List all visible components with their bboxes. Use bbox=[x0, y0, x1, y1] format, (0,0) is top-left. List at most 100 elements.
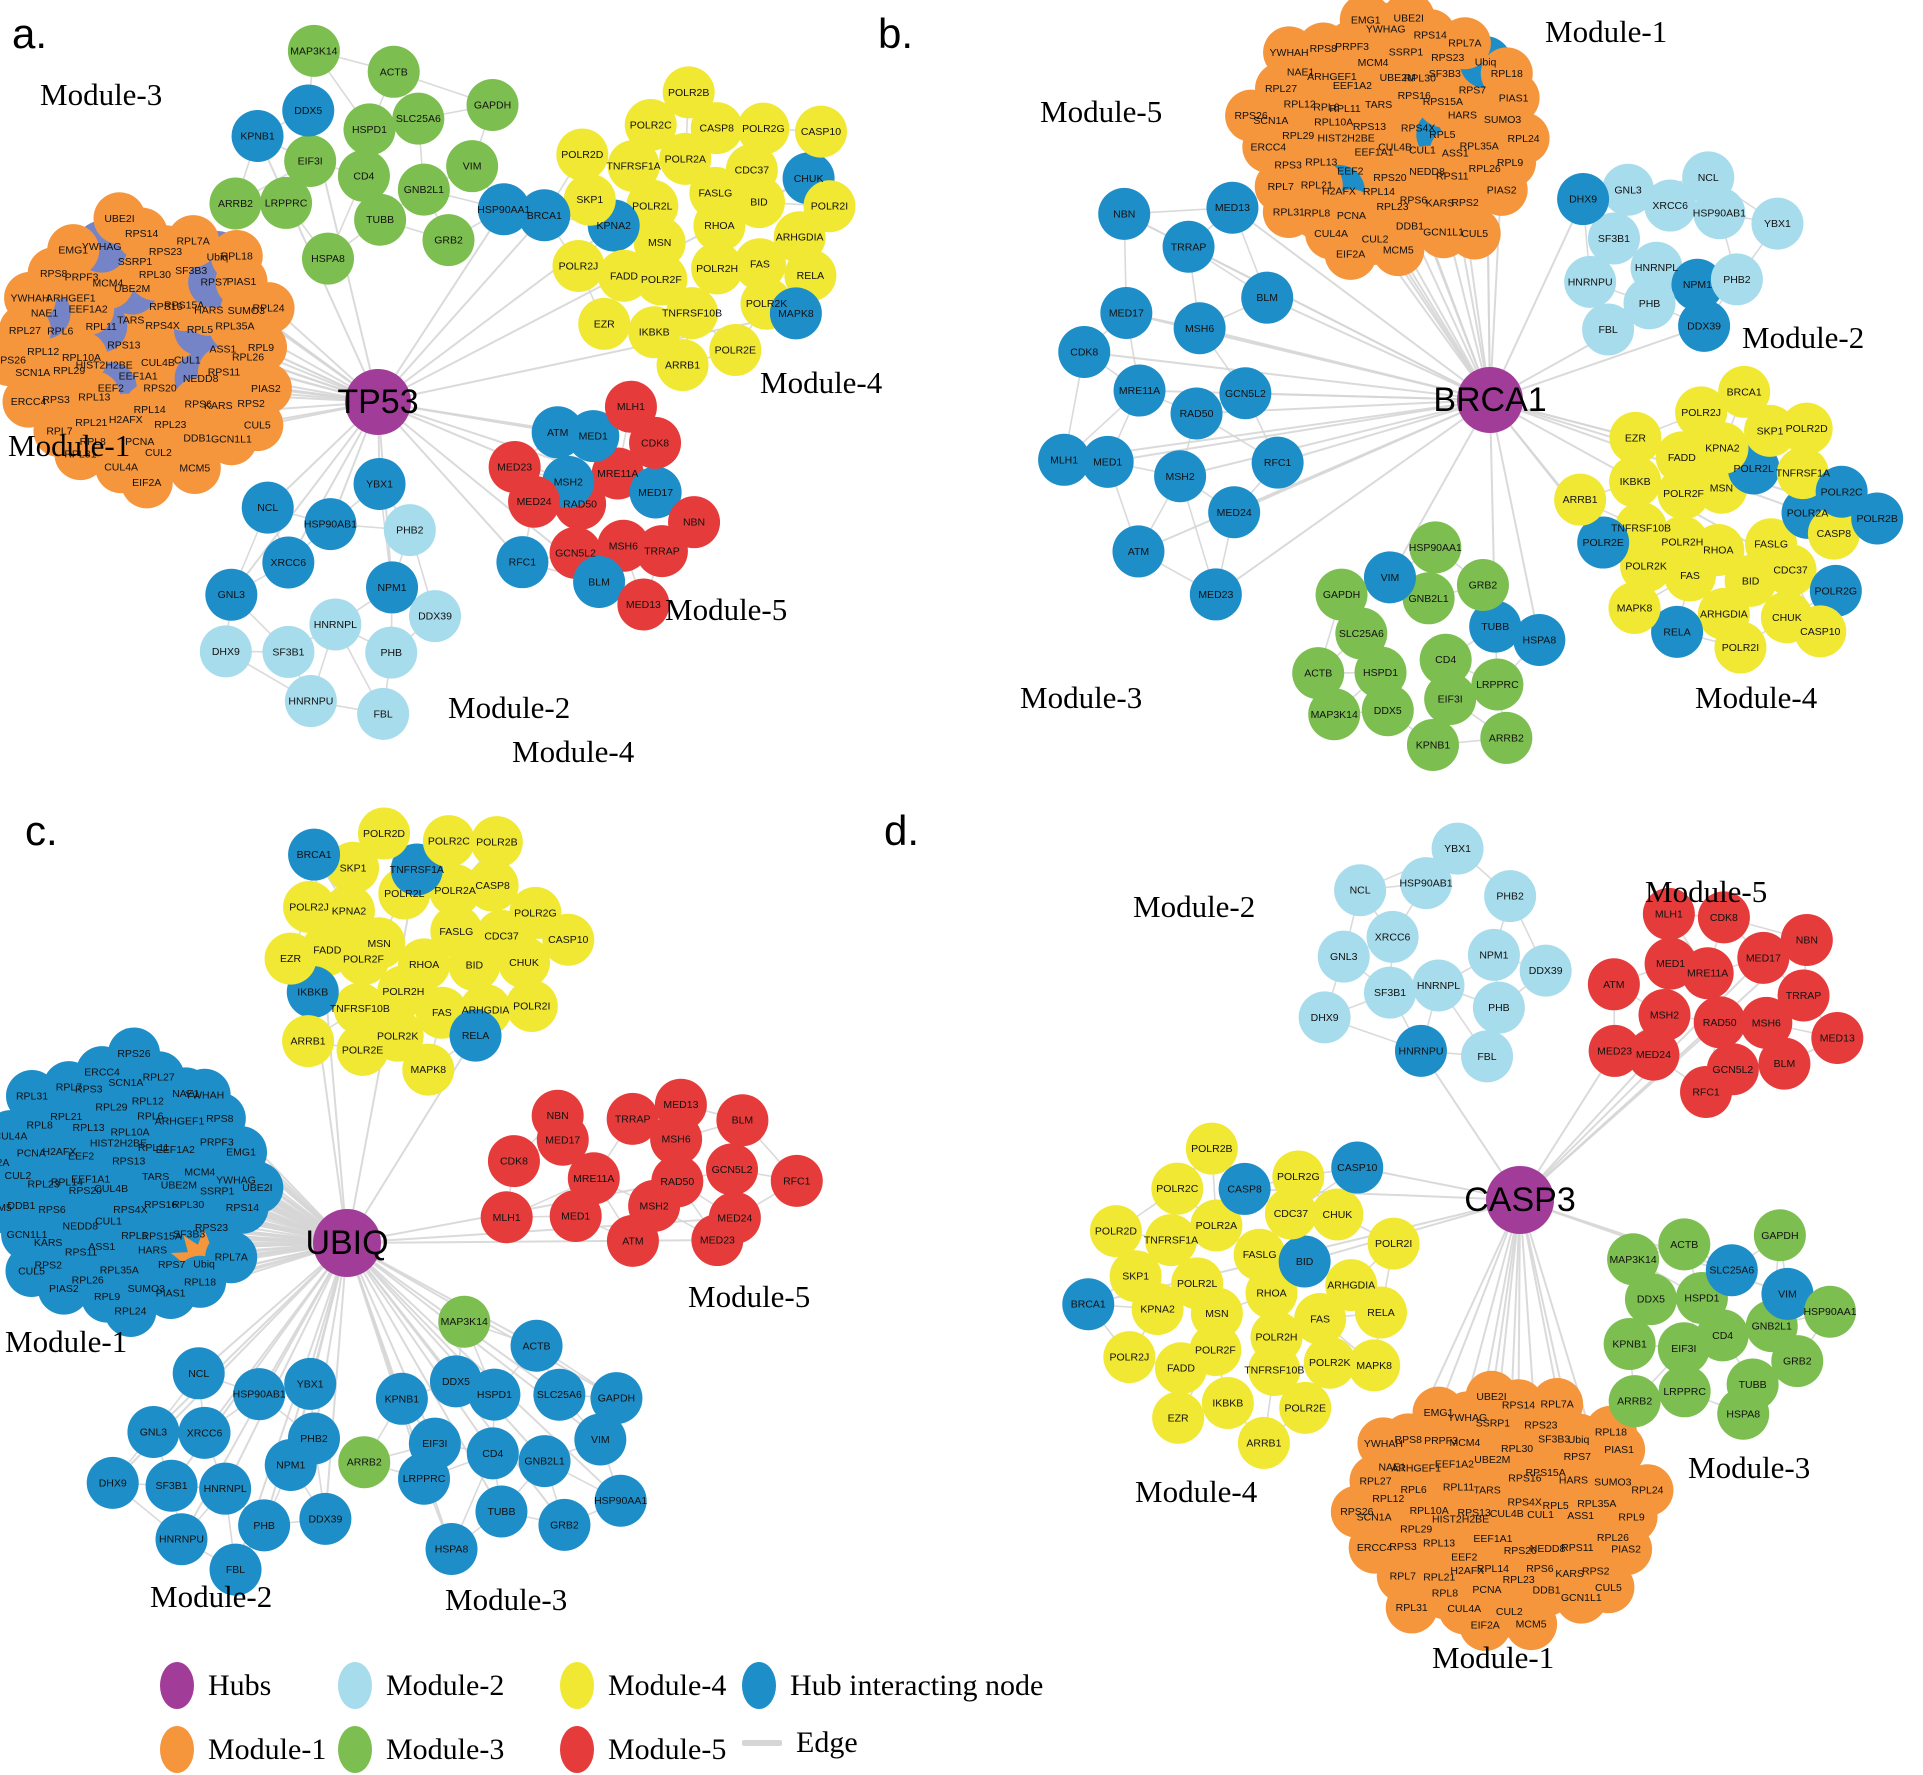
node-label: VIM bbox=[463, 161, 482, 173]
node-label: CDC37 bbox=[1274, 1208, 1309, 1220]
node-ACTB bbox=[1292, 647, 1345, 700]
node-BRCA1 bbox=[1062, 1278, 1115, 1331]
node-label: SUMO3 bbox=[128, 1283, 166, 1295]
node-label: YBX1 bbox=[1444, 843, 1471, 855]
node-SF3B1 bbox=[145, 1459, 198, 1512]
node-label: HNRNPL bbox=[314, 619, 357, 631]
node-label: RPS13 bbox=[112, 1156, 145, 1168]
node-label: EEF1A2 bbox=[1333, 80, 1372, 92]
hub-edge bbox=[152, 1242, 348, 1433]
node-label: POLR2B bbox=[1191, 1143, 1232, 1155]
node-label: RPL5 bbox=[1543, 1500, 1569, 1512]
node-label: MSH2 bbox=[640, 1200, 669, 1212]
node-label: GAPDH bbox=[1323, 589, 1360, 601]
node-DDX39 bbox=[299, 1492, 352, 1545]
node-BRCA1 bbox=[518, 189, 571, 242]
node-label: HSPA8 bbox=[311, 253, 345, 265]
node-POLR2J bbox=[283, 881, 336, 934]
node-label: CUL1 bbox=[1527, 1509, 1554, 1521]
node-HNRNPU bbox=[284, 675, 337, 728]
node-label: HNRNPU bbox=[159, 1534, 204, 1546]
nodes bbox=[0, 807, 823, 1596]
node-label: CUL4A bbox=[1314, 228, 1348, 240]
node-label: RHOA bbox=[1703, 544, 1733, 556]
node-label: HARS bbox=[194, 304, 223, 316]
node-label: RPL11 bbox=[86, 321, 117, 333]
node-label: XRCC6 bbox=[187, 1427, 223, 1439]
node-label: DDX5 bbox=[1374, 705, 1402, 717]
node-label: HARS bbox=[1559, 1474, 1588, 1486]
node-RELA bbox=[449, 1009, 502, 1062]
node-label: FBL bbox=[1477, 1051, 1496, 1063]
node-label: RPS14 bbox=[1414, 30, 1447, 42]
node-label: YWHAH bbox=[1364, 1438, 1403, 1450]
node-label: TRRAP bbox=[1171, 241, 1207, 253]
node-label: CHUK bbox=[509, 957, 539, 969]
node-PHB bbox=[1623, 277, 1676, 330]
node-label: POLR2A bbox=[434, 885, 475, 897]
node-CDC37 bbox=[725, 144, 778, 197]
legend-item-module3: Module-3 bbox=[338, 1726, 504, 1773]
node-label: SCN1A bbox=[15, 367, 50, 379]
node-label: PCNA bbox=[17, 1147, 46, 1159]
node-label: DDX39 bbox=[308, 1513, 342, 1525]
node-label: HNRNPL bbox=[1635, 262, 1678, 274]
node-label: NAE1 bbox=[1378, 1462, 1406, 1474]
node-label: POLR2H bbox=[382, 986, 424, 998]
node-NCL bbox=[241, 481, 294, 534]
module-label: Module-2 bbox=[1742, 320, 1864, 355]
node-label: HSP90AB1 bbox=[1399, 878, 1452, 890]
module-label: Module-1 bbox=[1432, 1640, 1554, 1675]
node-label: SF3B3 bbox=[1429, 68, 1461, 80]
hub-edge bbox=[1389, 399, 1491, 578]
node-label: MAP3K14 bbox=[290, 45, 337, 57]
node-label: ARHGEF1 bbox=[46, 292, 96, 304]
module-label: Module-4 bbox=[1695, 680, 1818, 715]
node-DDX5 bbox=[429, 1355, 482, 1408]
node-RAD50 bbox=[1693, 996, 1746, 1049]
node-label: GCN5L2 bbox=[1712, 1064, 1753, 1076]
node-label: POLR2D bbox=[561, 149, 603, 161]
node-label: RPS14 bbox=[125, 228, 158, 240]
node-label: FBL bbox=[1598, 324, 1617, 336]
node-label: CHUK bbox=[1323, 1209, 1353, 1221]
node-label: POLR2A bbox=[1196, 1220, 1237, 1232]
hub-node-BRCA1 bbox=[1457, 367, 1523, 433]
node-label: PIAS2 bbox=[1611, 1544, 1641, 1556]
node-HSPD1 bbox=[343, 103, 396, 156]
node-label: NAE1 bbox=[1287, 66, 1315, 78]
node-label: MED24 bbox=[717, 1212, 752, 1224]
node-HSPA8 bbox=[425, 1523, 478, 1576]
node-label: POLR2H bbox=[1255, 1332, 1297, 1344]
node-label: UBE2M bbox=[161, 1179, 197, 1191]
node-SLC25A6 bbox=[1705, 1244, 1758, 1297]
legend-item-hubs: Hubs bbox=[160, 1662, 271, 1709]
node-MED24 bbox=[1208, 486, 1261, 539]
legend-label: Edge bbox=[796, 1726, 858, 1759]
hub-label: UBIQ bbox=[305, 1224, 388, 1262]
node-label: MRE11A bbox=[1687, 968, 1728, 980]
node-TNFRSF10B bbox=[1248, 1343, 1301, 1396]
node-label: ACTB bbox=[523, 1340, 551, 1352]
node-label: RPL14 bbox=[1477, 1563, 1509, 1575]
node-MED23 bbox=[488, 440, 541, 493]
node-label: POLR2H bbox=[1661, 536, 1703, 548]
node-label: KPNA2 bbox=[596, 220, 631, 232]
node-label: H2AFX bbox=[1322, 185, 1356, 197]
node-label: RPL8 bbox=[27, 1120, 53, 1132]
node-label: H2AFX bbox=[1450, 1565, 1484, 1577]
module-label: Module-3 bbox=[445, 1582, 567, 1617]
node-label: MED23 bbox=[700, 1235, 735, 1247]
node-FBL bbox=[1582, 303, 1635, 356]
node-label: RPL8 bbox=[80, 436, 106, 448]
node-label: POLR2I bbox=[513, 1000, 550, 1012]
node-label: HSPD1 bbox=[1363, 667, 1398, 679]
node-label: ASS1 bbox=[209, 343, 236, 355]
node-label: FADD bbox=[313, 944, 341, 956]
node-label: RAD50 bbox=[660, 1176, 694, 1188]
node-label: RPL35A bbox=[1460, 140, 1499, 152]
node-label: TNFRSF10B bbox=[662, 308, 722, 320]
node-CHUK bbox=[1311, 1188, 1364, 1241]
node-MLH1 bbox=[1642, 887, 1695, 940]
node-SF3B1 bbox=[262, 625, 315, 678]
